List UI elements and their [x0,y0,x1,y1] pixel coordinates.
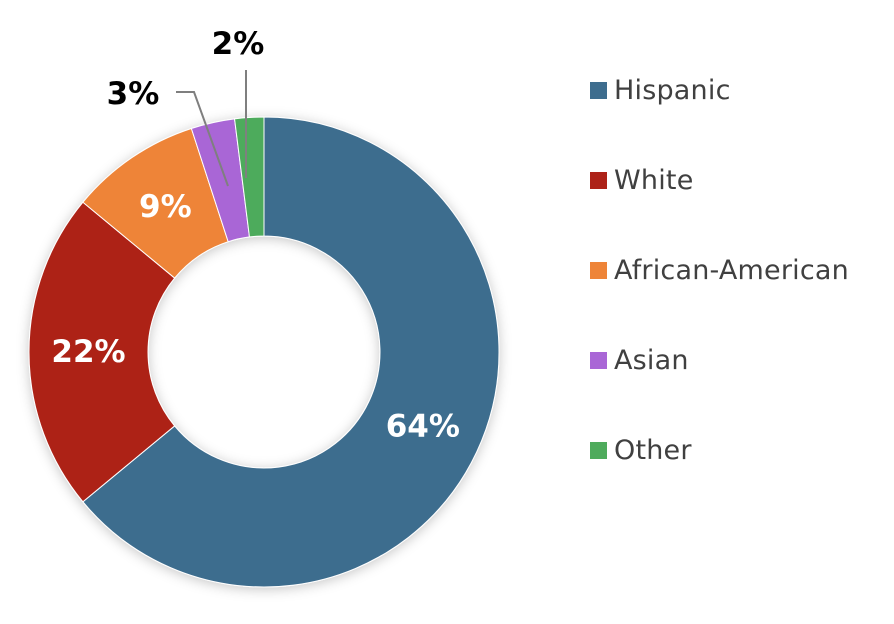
legend-item-other: Other [590,428,849,472]
legend: Hispanic White African-American Asian Other [590,68,849,518]
legend-label: Asian [614,344,689,376]
legend-label: Hispanic [614,74,731,106]
leader-line-asian [176,91,229,187]
legend-swatch [590,261,607,279]
donut-slices [28,116,500,588]
legend-label: White [614,164,694,196]
legend-swatch [590,351,607,369]
legend-label: Other [614,434,692,466]
data-label-white: 22% [51,334,125,370]
slice-white [28,201,176,503]
slice-hispanic [82,116,500,588]
legend-item-asian: Asian [590,338,849,382]
data-label-other: 2% [212,26,265,62]
data-label-african-american: 9% [139,189,192,225]
legend-swatch [590,171,607,189]
legend-swatch [590,441,607,459]
legend-item-hispanic: Hispanic [590,68,849,112]
slice-other [233,116,265,238]
data-label-asian: 3% [107,76,160,112]
legend-label: African-American [614,254,849,286]
legend-swatch [590,81,607,99]
data-labels: 64% 22% 9% 3% 2% [51,26,460,445]
legend-item-african-american: African-American [590,248,849,292]
leader-lines [176,70,247,187]
data-label-hispanic: 64% [386,409,460,445]
legend-item-white: White [590,158,849,202]
